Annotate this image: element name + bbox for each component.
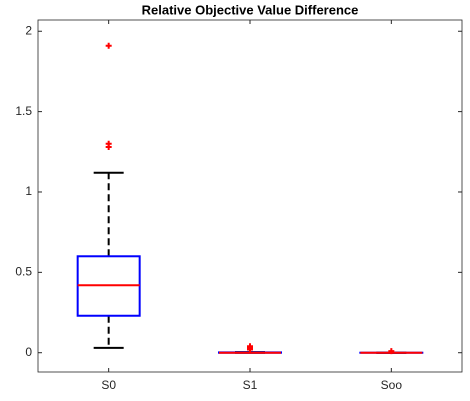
- y-tick-label: 1: [25, 184, 32, 198]
- outlier: [388, 348, 395, 355]
- x-tick-label: S0: [101, 378, 116, 392]
- y-tick-label: 0.5: [15, 265, 32, 279]
- y-tick-label: 1.5: [15, 104, 32, 118]
- chart-title: Relative Objective Value Difference: [142, 2, 359, 17]
- outlier: [247, 343, 253, 350]
- y-tick-label: 0: [25, 345, 32, 359]
- y-tick-label: 2: [25, 23, 32, 37]
- x-tick-label: Soo: [381, 378, 403, 392]
- axes-box: [37, 19, 463, 373]
- outlier: [105, 42, 112, 49]
- x-tick-label: S1: [243, 378, 258, 392]
- outlier: [105, 140, 112, 147]
